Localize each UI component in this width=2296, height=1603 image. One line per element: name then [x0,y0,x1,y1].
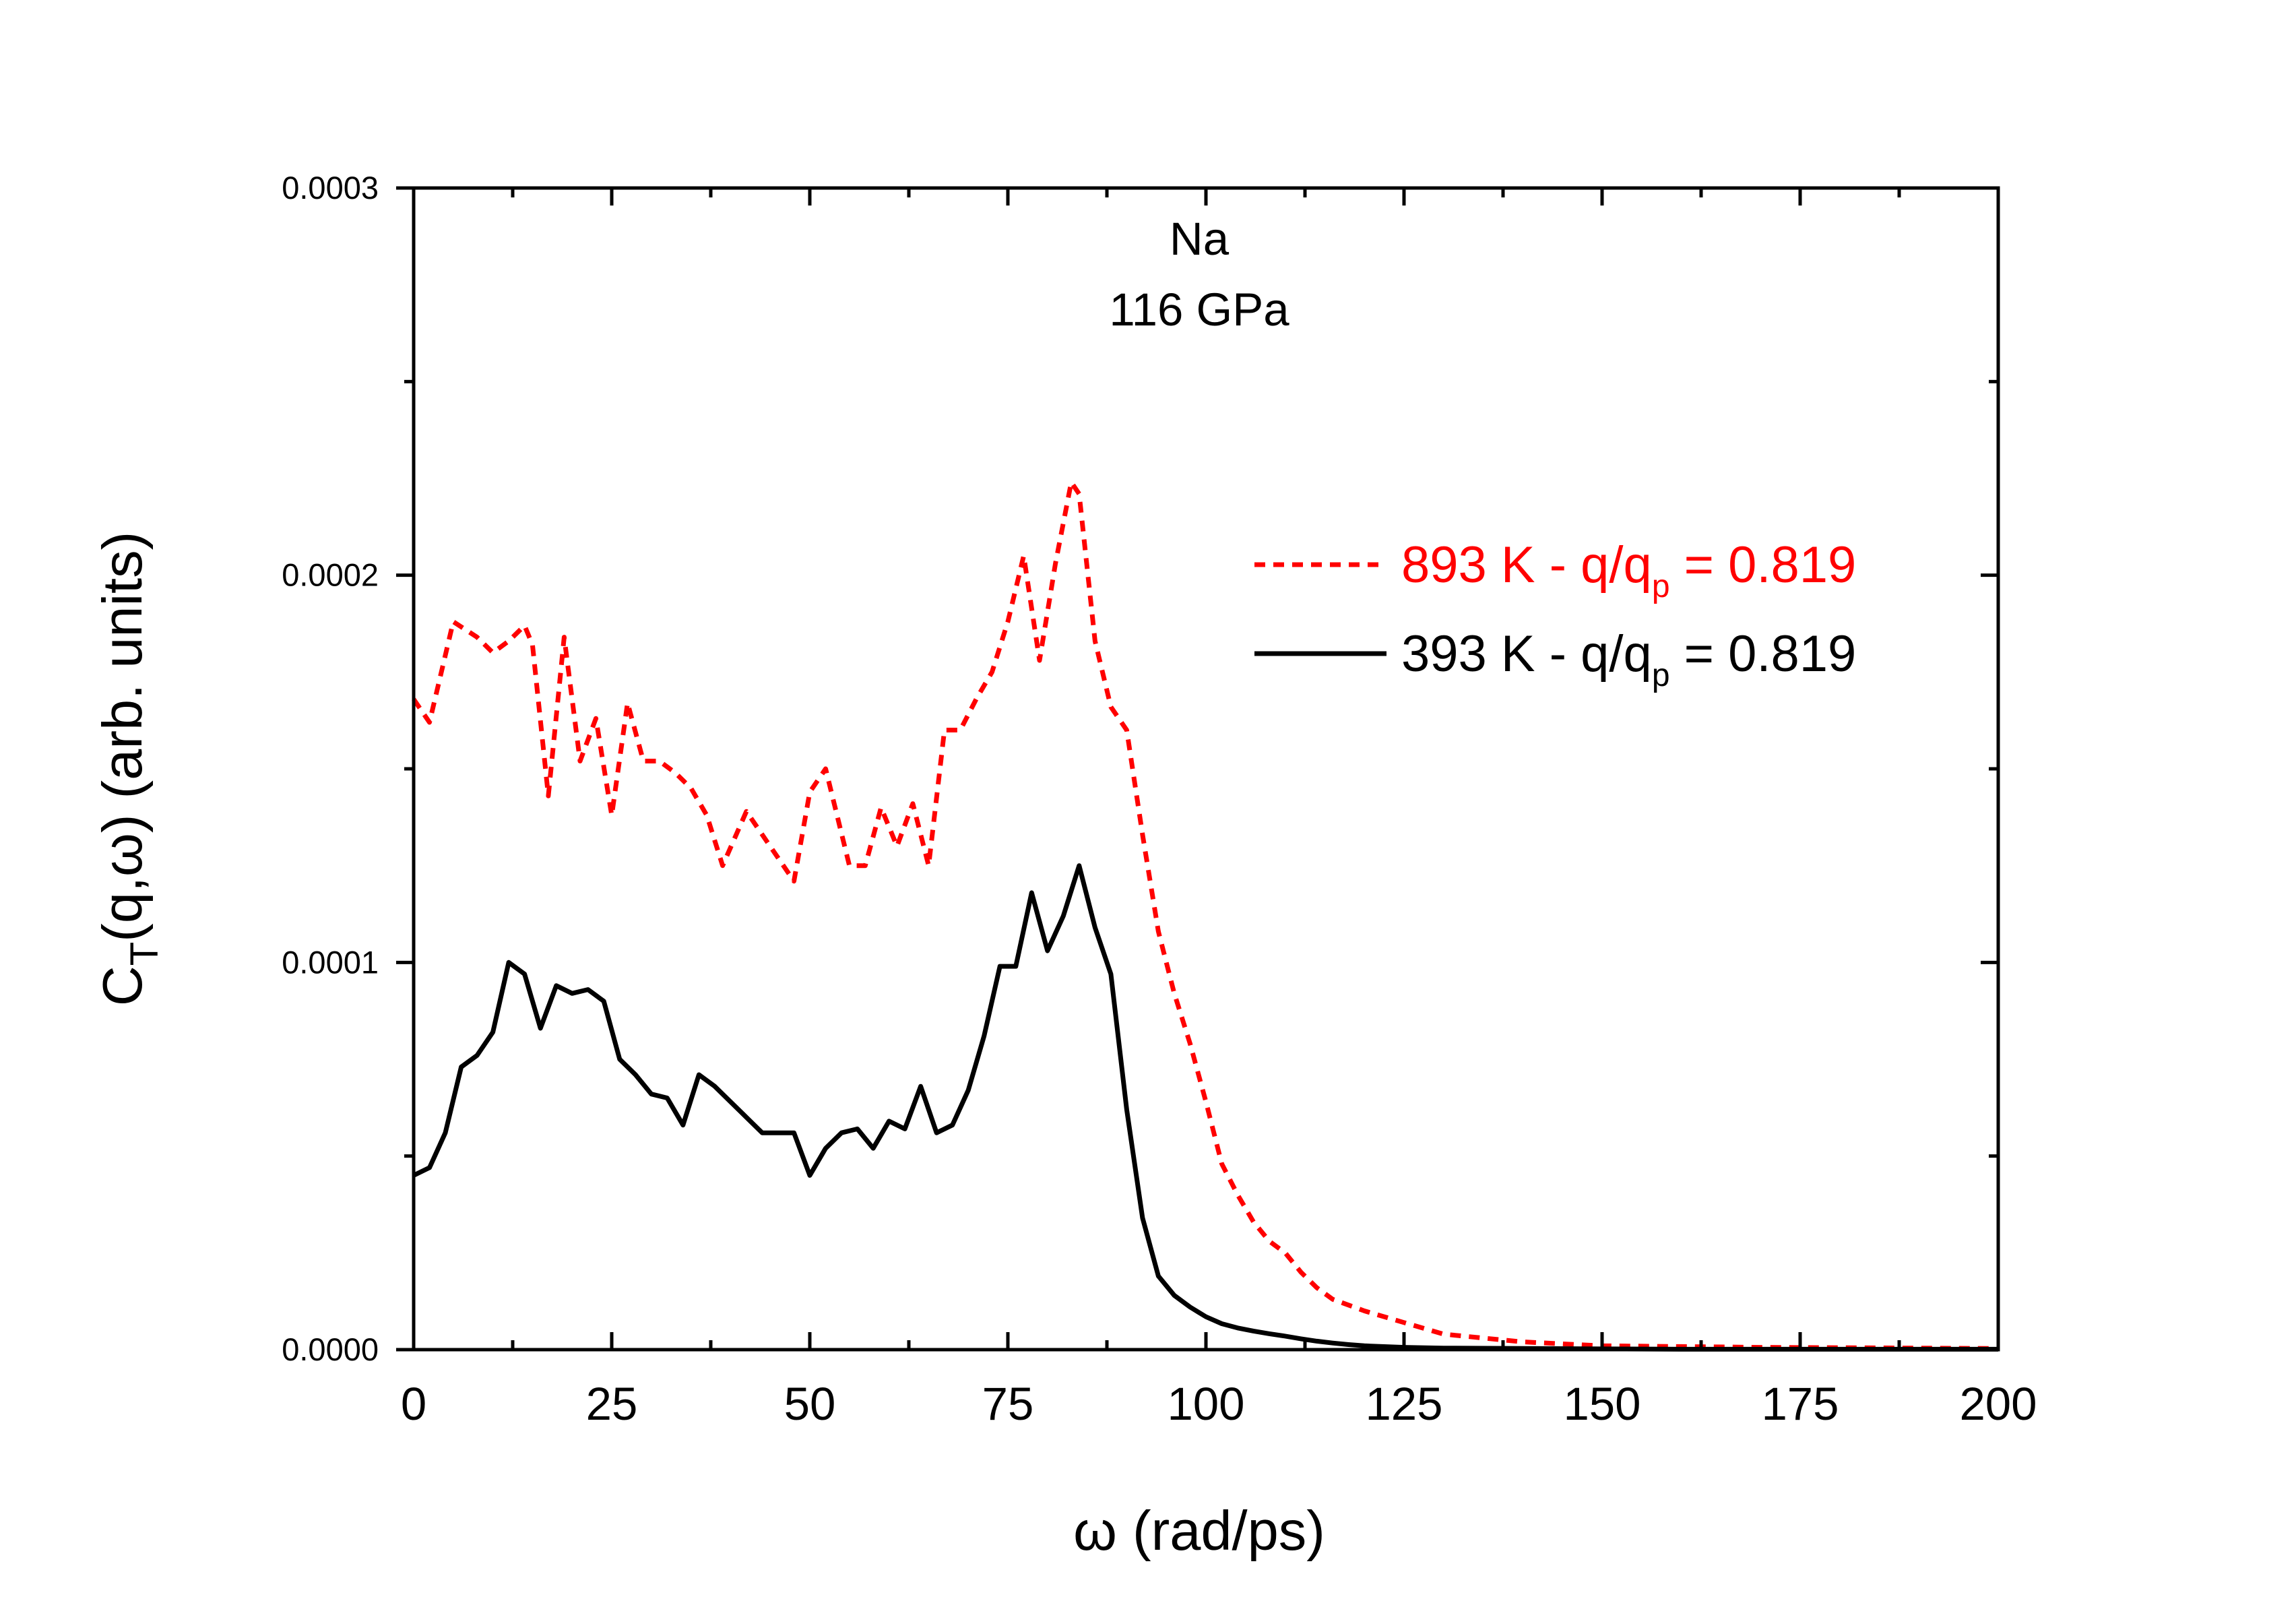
y-axis-title-prefix: C [91,966,154,1006]
x-tick-label: 100 [1167,1378,1244,1430]
x-axis-title: ω (rad/ps) [1073,1499,1325,1562]
annotation-element: Na [1170,213,1230,265]
x-tick-label: 125 [1365,1378,1442,1430]
tick-layer: 0 25 50 75 100 125 150 175 200 0.0000 0.0001 0.0002… [282,170,2037,1430]
y-tick-label: 0.0001 [282,944,379,980]
x-tick-label: 0 [401,1378,426,1430]
y-tick-label: 0.0000 [282,1331,379,1367]
x-tick-label: 200 [1959,1378,2037,1430]
series-line-1 [412,480,1999,1351]
y-axis-title: CT(q,ω) (arb. units) [91,532,166,1006]
x-tick-label: 75 [982,1378,1034,1430]
annotation-pressure: 116 GPa [1109,284,1289,336]
x-tick-label: 175 [1761,1378,1839,1430]
legend-label-1: 893 K - q/qp = 0.819 [1401,536,1856,604]
x-tick-label: 50 [784,1378,836,1430]
x-tick-label: 150 [1563,1378,1640,1430]
series-line-2 [412,863,1998,1352]
legend: 893 K - q/qp = 0.819 393 K - q/qp = 0.819 [1254,536,1856,693]
y-tick-label: 0.0002 [282,557,379,593]
x-tick-label: 25 [586,1378,638,1430]
y-tick-label: 0.0003 [282,170,379,206]
y-axis-title-subscript: T [123,942,166,966]
legend-label-2: 393 K - q/qp = 0.819 [1401,625,1856,693]
plot-frame [412,186,2000,1352]
series-layer [412,480,1999,1352]
y-axis-title-suffix: (q,ω) (arb. units) [91,532,154,942]
